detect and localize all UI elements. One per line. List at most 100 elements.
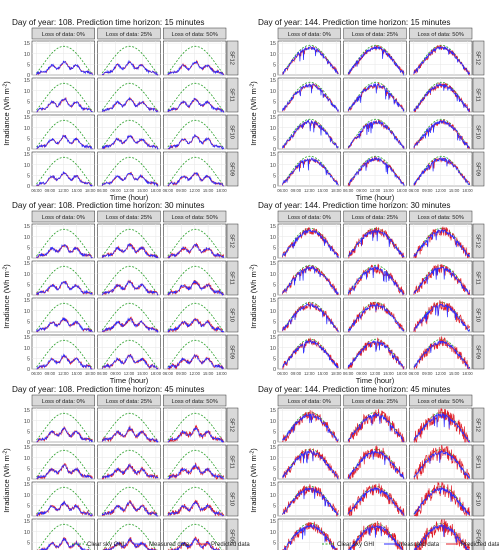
x-axis-title: Time (hour)	[356, 193, 395, 202]
measured-data-line	[348, 524, 404, 550]
x-tick-label: 15:00	[383, 188, 394, 193]
x-tick-label: 12:00	[189, 188, 200, 193]
facet-column-label: Loss of data: 0%	[42, 399, 85, 405]
y-axis-title: Irradiance (Wh m-2)	[249, 264, 258, 329]
facet-column-label: Loss of data: 25%	[106, 399, 152, 405]
y-tick-label: 15	[270, 298, 276, 304]
legend-entry-label: Predicted data	[461, 542, 499, 548]
facet-column-label: Loss of data: 25%	[352, 399, 398, 405]
x-tick-label: 09:00	[422, 188, 433, 193]
y-tick-label: 10	[24, 346, 30, 352]
clear-sky-ghi-line	[413, 485, 471, 516]
measured-data-line	[347, 45, 405, 76]
clear-sky-ghi-line	[101, 486, 159, 516]
clear-sky-ghi-line	[167, 228, 225, 258]
facet-column-label: Loss of data: 25%	[352, 215, 398, 221]
x-tick-label: 12:00	[370, 371, 381, 376]
x-tick-label: 12:00	[304, 188, 315, 193]
measured-data-line	[167, 171, 224, 187]
measured-data-line	[413, 412, 471, 443]
measured-data-line	[282, 449, 339, 480]
facet-row-strip	[226, 260, 239, 296]
y-tick-label: 10	[24, 530, 30, 536]
clear-sky-ghi-line	[101, 82, 159, 112]
facet-row-label: SF11	[229, 455, 235, 468]
y-tick-label: 10	[270, 530, 276, 536]
facet-row-strip	[226, 444, 239, 480]
clear-sky-ghi-line	[167, 449, 225, 479]
y-tick-label: 0	[27, 440, 30, 446]
y-tick-label: 0	[273, 440, 276, 446]
facet-column-label: Loss of data: 50%	[171, 399, 217, 405]
measured-data-line	[282, 486, 339, 516]
legend-entry-label: Clear sky GHI	[337, 542, 375, 548]
clear-sky-ghi-line	[168, 523, 223, 550]
y-tick-label: 5	[27, 466, 30, 472]
measured-data-line	[282, 228, 339, 259]
y-tick-label: 5	[273, 99, 276, 105]
facet-column-header	[409, 210, 473, 223]
predicted-data-line	[282, 484, 339, 517]
facet-column-header	[31, 210, 95, 223]
legend-entry-label: Measured data	[399, 542, 440, 548]
y-tick-label: 15	[24, 408, 30, 414]
clear-sky-ghi-line	[101, 302, 159, 332]
facet-row-strip	[226, 40, 239, 76]
facet-column-label: Loss of data: 0%	[288, 32, 331, 38]
clear-sky-ghi-line	[282, 155, 339, 186]
y-tick-label: 0	[27, 147, 30, 153]
y-axis-title-close: )	[2, 81, 11, 84]
y-tick-label: 5	[27, 173, 30, 179]
measured-data-line	[282, 157, 339, 186]
y-tick-label: 15	[270, 335, 276, 341]
y-tick-label: 0	[273, 367, 276, 373]
y-tick-label: 15	[24, 335, 30, 341]
facet-row-label: SF09	[475, 345, 481, 359]
facet-column-header	[409, 27, 473, 40]
y-tick-label: 10	[270, 419, 276, 425]
y-axis-title-unit-exponent: -2	[3, 267, 9, 272]
y-tick-label: 15	[270, 408, 276, 414]
y-tick-label: 5	[273, 356, 276, 362]
panel-day-108-horizon-45: Day of year: 108. Prediction time horizo…	[2, 385, 239, 550]
y-tick-label: 15	[24, 41, 30, 47]
facet-row-strip	[226, 518, 239, 550]
measured-data-line	[167, 354, 225, 370]
y-axis-title-unit-exponent: -2	[250, 451, 256, 456]
facet-column-header	[163, 27, 227, 40]
measured-data-line	[348, 265, 405, 295]
y-tick-label: 10	[270, 163, 276, 169]
y-tick-label: 10	[24, 419, 30, 425]
measured-data-line	[36, 170, 93, 187]
clear-sky-ghi-line	[167, 486, 225, 516]
facet-column-label: Loss of data: 0%	[288, 399, 331, 405]
y-tick-label: 10	[270, 126, 276, 132]
x-axis-title: Time (hour)	[110, 376, 149, 385]
measured-data-line	[413, 266, 471, 295]
x-tick-label: 15:00	[137, 371, 148, 376]
y-tick-label: 15	[24, 78, 30, 84]
measured-data-line	[413, 157, 471, 186]
clear-sky-ghi-line	[36, 523, 92, 550]
y-tick-label: 10	[24, 52, 30, 58]
x-tick-label: 06:00	[409, 371, 420, 376]
y-tick-label: 0	[27, 367, 30, 373]
measured-data-line	[36, 500, 93, 517]
y-axis-title-text: Irradiance (Wh m	[249, 88, 258, 146]
clear-sky-ghi-line	[101, 412, 159, 442]
panel-day-144-horizon-30: Day of year: 144. Prediction time horizo…	[249, 201, 485, 385]
y-tick-label: 5	[27, 356, 30, 362]
y-tick-label: 0	[27, 477, 30, 483]
y-tick-label: 0	[273, 147, 276, 153]
y-tick-label: 0	[27, 73, 30, 79]
panel-title: Day of year: 144. Prediction time horizo…	[258, 18, 451, 27]
facet-row-strip	[226, 407, 239, 443]
y-tick-label: 5	[273, 466, 276, 472]
facet-row-label: SF10	[475, 492, 481, 506]
legend-entry-label: Predicted data	[211, 542, 250, 548]
y-tick-label: 10	[270, 309, 276, 315]
clear-sky-ghi-line	[36, 156, 93, 186]
y-tick-label: 15	[270, 115, 276, 121]
x-tick-label: 18:00	[85, 188, 96, 193]
